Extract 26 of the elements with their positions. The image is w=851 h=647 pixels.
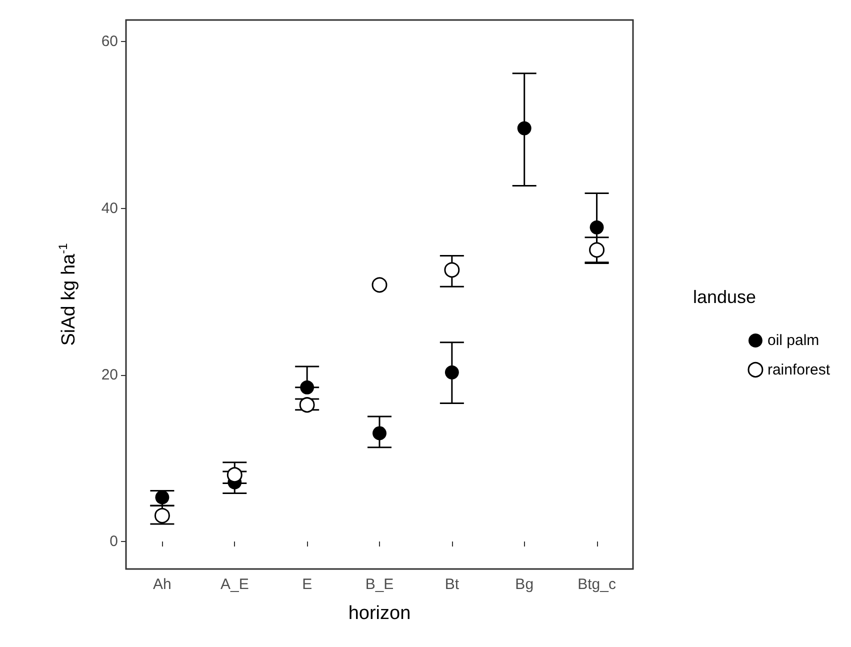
x-tick-label: E: [302, 576, 312, 593]
x-tick-label: Btg_c: [578, 576, 616, 593]
y-tick-label: 60: [101, 33, 118, 50]
x-tick-label: Bg: [515, 576, 534, 593]
x-tick-label: B_E: [365, 576, 394, 593]
x-axis-title: horizon: [348, 603, 411, 624]
legend-title: landuse: [692, 287, 756, 307]
legend-label: oil palm: [767, 332, 820, 349]
point: [589, 242, 605, 258]
x-tick-label: Ah: [153, 576, 172, 593]
x-tick-label: Bt: [444, 576, 460, 593]
y-tick-label: 0: [110, 533, 118, 550]
y-tick-label: 20: [101, 366, 118, 384]
point: [444, 262, 460, 278]
legend-label: rainforest: [767, 361, 831, 378]
point: [300, 380, 314, 394]
y-tick-label: 40: [101, 200, 118, 217]
point: [590, 220, 604, 234]
point: [517, 121, 532, 136]
point: [299, 397, 315, 413]
point: [372, 277, 388, 293]
point: [226, 467, 242, 483]
point: [372, 426, 386, 440]
x-tick-label: A_E: [220, 576, 249, 593]
point: [444, 365, 459, 380]
y-axis-title: SiAd kg ha-1: [56, 242, 80, 346]
